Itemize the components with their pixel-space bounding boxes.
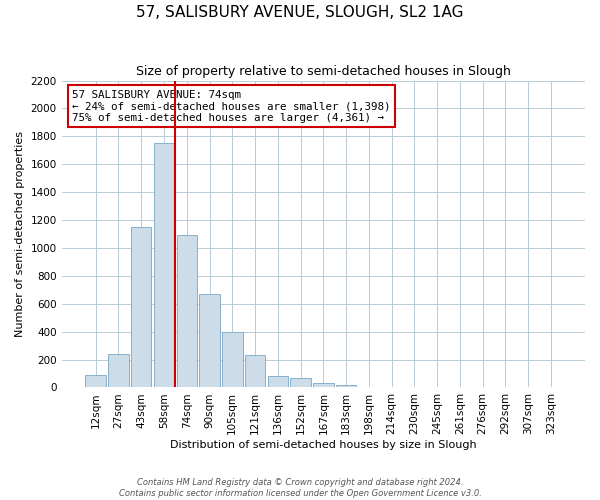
Title: Size of property relative to semi-detached houses in Slough: Size of property relative to semi-detach… — [136, 65, 511, 78]
Bar — [199, 294, 220, 388]
Bar — [131, 227, 151, 388]
Bar — [222, 332, 242, 388]
X-axis label: Distribution of semi-detached houses by size in Slough: Distribution of semi-detached houses by … — [170, 440, 476, 450]
Text: 57, SALISBURY AVENUE, SLOUGH, SL2 1AG: 57, SALISBURY AVENUE, SLOUGH, SL2 1AG — [136, 5, 464, 20]
Bar — [85, 375, 106, 388]
Bar — [176, 236, 197, 388]
Bar — [154, 144, 174, 388]
Text: 57 SALISBURY AVENUE: 74sqm
← 24% of semi-detached houses are smaller (1,398)
75%: 57 SALISBURY AVENUE: 74sqm ← 24% of semi… — [72, 90, 391, 123]
Bar — [245, 356, 265, 388]
Bar — [290, 378, 311, 388]
Bar — [108, 354, 129, 388]
Text: Contains HM Land Registry data © Crown copyright and database right 2024.
Contai: Contains HM Land Registry data © Crown c… — [119, 478, 481, 498]
Y-axis label: Number of semi-detached properties: Number of semi-detached properties — [15, 131, 25, 337]
Bar — [313, 382, 334, 388]
Bar — [336, 384, 356, 388]
Bar — [268, 376, 288, 388]
